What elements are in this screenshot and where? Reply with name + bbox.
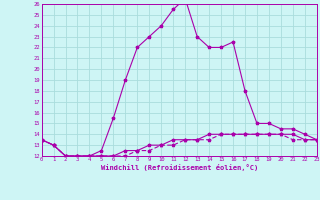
X-axis label: Windchill (Refroidissement éolien,°C): Windchill (Refroidissement éolien,°C) bbox=[100, 164, 258, 171]
